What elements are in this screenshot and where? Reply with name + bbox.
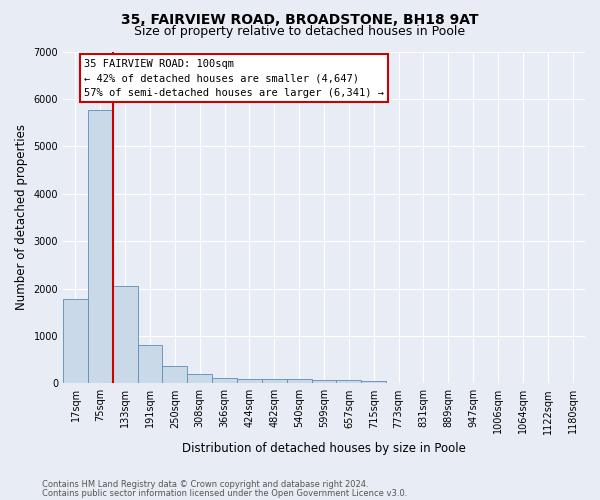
Bar xyxy=(88,110,113,384)
Bar xyxy=(237,378,262,384)
Bar xyxy=(63,299,88,384)
Text: Contains HM Land Registry data © Crown copyright and database right 2024.: Contains HM Land Registry data © Crown c… xyxy=(42,480,368,489)
Bar xyxy=(287,380,311,384)
Y-axis label: Number of detached properties: Number of detached properties xyxy=(15,124,28,310)
Bar xyxy=(311,380,337,384)
Bar xyxy=(262,379,287,384)
Bar xyxy=(187,374,212,384)
Bar xyxy=(361,381,386,384)
Bar xyxy=(113,286,137,384)
Text: 35 FAIRVIEW ROAD: 100sqm
← 42% of detached houses are smaller (4,647)
57% of sem: 35 FAIRVIEW ROAD: 100sqm ← 42% of detach… xyxy=(84,58,384,98)
Bar xyxy=(163,366,187,384)
Bar xyxy=(212,378,237,384)
Text: Contains public sector information licensed under the Open Government Licence v3: Contains public sector information licen… xyxy=(42,490,407,498)
Text: 35, FAIRVIEW ROAD, BROADSTONE, BH18 9AT: 35, FAIRVIEW ROAD, BROADSTONE, BH18 9AT xyxy=(121,12,479,26)
Bar xyxy=(337,380,361,384)
Text: Size of property relative to detached houses in Poole: Size of property relative to detached ho… xyxy=(134,25,466,38)
X-axis label: Distribution of detached houses by size in Poole: Distribution of detached houses by size … xyxy=(182,442,466,455)
Bar xyxy=(137,345,163,384)
